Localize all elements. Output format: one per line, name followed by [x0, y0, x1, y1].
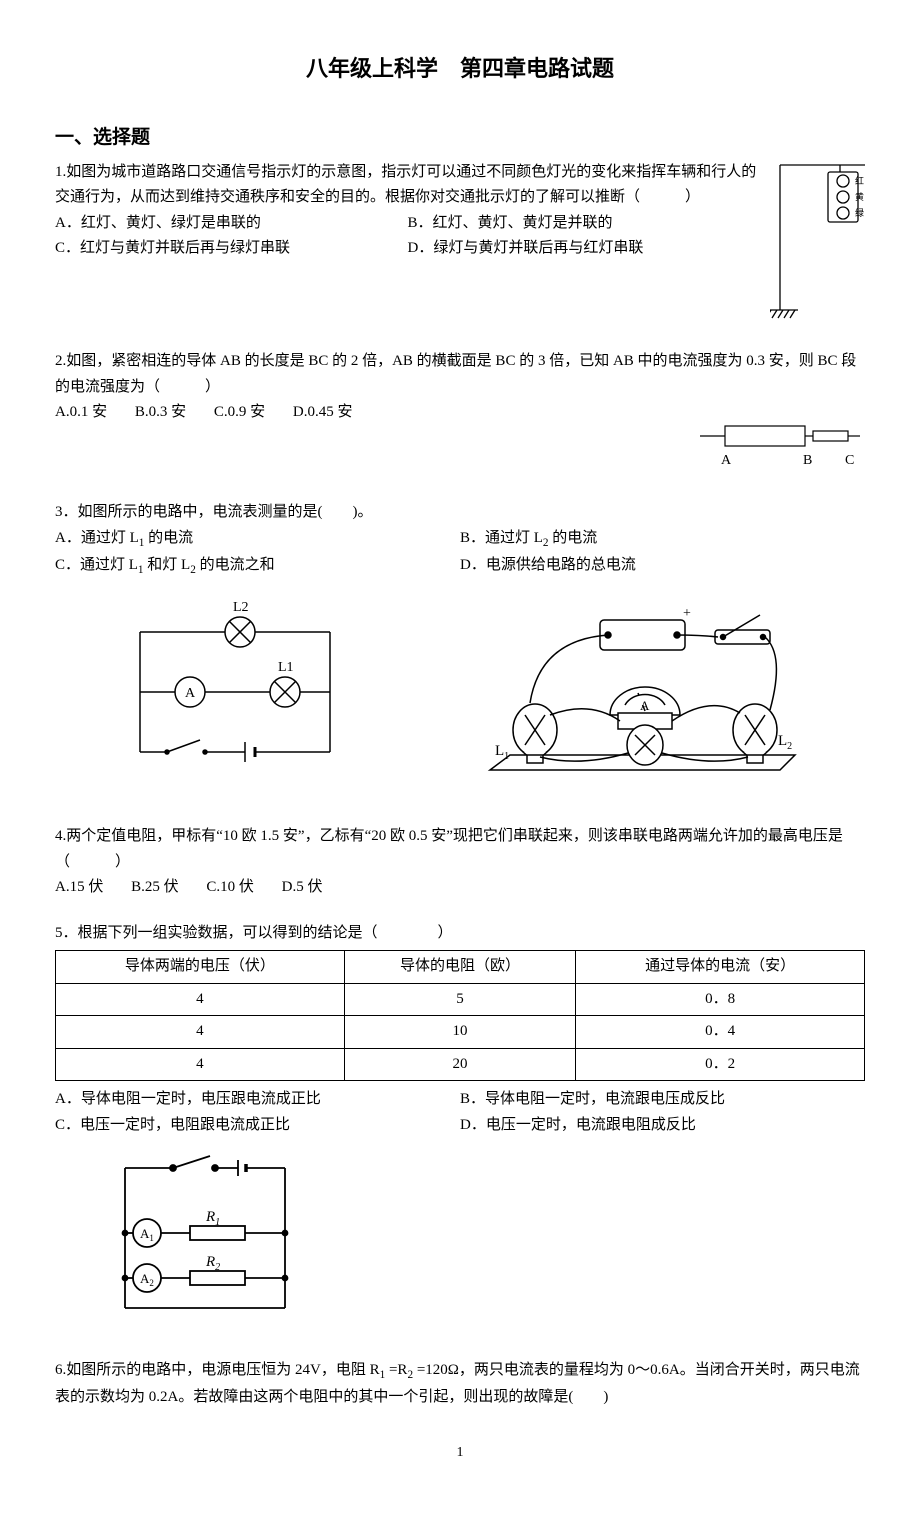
q4-opt-b: B.25 伏 [131, 879, 179, 895]
q3-opt-c: C．通过灯 L1 和灯 L2 的电流之和 [55, 553, 460, 580]
table-cell: 20 [344, 1048, 575, 1081]
q3-opt-d: D．电源供给电路的总电流 [460, 553, 865, 580]
q4-opt-d: D.5 伏 [282, 879, 323, 895]
q6-stem: 6.如图所示的电路中，电源电压恒为 24V，电阻 R1 =R2 =120Ω，两只… [55, 1358, 865, 1411]
q5-opt-d: D．电压一定时，电流跟电阻成反比 [460, 1113, 865, 1139]
table-cell: 0．2 [576, 1048, 865, 1081]
label-b: B [803, 453, 812, 468]
q3-circuit-pictorial: + A L1 L2 [480, 595, 800, 800]
q3-stem: 3．如图所示的电路中，电流表测量的是( )。 [55, 500, 865, 526]
label-l1: L1 [495, 743, 509, 762]
question-5: 5．根据下列一组实验数据，可以得到的结论是（ ） 导体两端的电压（伏） 导体的电… [55, 921, 865, 1338]
table-header: 通过导体的电流（安） [576, 951, 865, 984]
q1-opt-c: C．红灯与黄灯并联后再与绿灯串联 [55, 236, 408, 262]
question-1: 红 黄 绿 1.如图为城市道路路口交通信号指示灯的示意图，指示灯可以通过不同颜色… [55, 160, 865, 330]
page-number: 1 [55, 1441, 865, 1465]
page-title: 八年级上科学 第四章电路试题 [55, 50, 865, 87]
q2-opt-a: A.0.1 安 [55, 404, 107, 420]
label-l1: L1 [278, 660, 294, 675]
label-a: A [721, 453, 732, 468]
q5-opt-a: A．导体电阻一定时，电压跟电流成正比 [55, 1087, 460, 1113]
table-cell: 4 [56, 1048, 345, 1081]
q1-opt-a: A．红灯、黄灯、绿灯是串联的 [55, 211, 408, 237]
question-3: 3．如图所示的电路中，电流表测量的是( )。 A．通过灯 L1 的电流 B．通过… [55, 500, 865, 799]
section-heading: 一、选择题 [55, 122, 865, 154]
traffic-light-figure: 红 黄 绿 [770, 160, 865, 330]
label-red: 红 [855, 175, 864, 186]
label-a1: A1 [140, 1226, 154, 1243]
q2-opt-b: B.0.3 安 [135, 404, 186, 420]
q3-opt-a: A．通过灯 L1 的电流 [55, 526, 460, 553]
table-cell: 5 [344, 983, 575, 1016]
table-header: 导体的电阻（欧） [344, 951, 575, 984]
q5-opt-b: B．导体电阻一定时，电流跟电压成反比 [460, 1087, 865, 1113]
question-2: 2.如图，紧密相连的导体 AB 的长度是 BC 的 2 倍，AB 的横截面是 B… [55, 349, 865, 480]
q1-opt-d: D．绿灯与黄灯并联后再与红灯串联 [408, 236, 761, 262]
table-cell: 0．8 [576, 983, 865, 1016]
q4-stem: 4.两个定值电阻，甲标有“10 欧 1.5 安”，乙标有“20 欧 0.5 安”… [55, 824, 865, 875]
q1-opt-b: B．红灯、黄灯、黄灯是并联的 [408, 211, 761, 237]
q4-opt-c: C.10 伏 [206, 879, 254, 895]
q2-opt-c: C.0.9 安 [214, 404, 265, 420]
q5-circuit-figure: A1 A2 R1 R2 [110, 1148, 865, 1338]
label-a2: A2 [140, 1271, 154, 1288]
table-cell: 4 [56, 1016, 345, 1049]
q4-opt-a: A.15 伏 [55, 879, 103, 895]
table-header: 导体两端的电压（伏） [56, 951, 345, 984]
label-l2: L2 [233, 600, 249, 615]
label-ammeter: A [185, 686, 196, 701]
q3-circuit-schematic: L2 L1 A [120, 597, 350, 797]
q1-stem: 1.如图为城市道路路口交通信号指示灯的示意图，指示灯可以通过不同颜色灯光的变化来… [55, 160, 865, 211]
label-green: 绿 [855, 207, 864, 218]
table-cell: 0．4 [576, 1016, 865, 1049]
q2-opt-d: D.0.45 安 [293, 404, 353, 420]
label-c: C [845, 453, 854, 468]
table-cell: 4 [56, 983, 345, 1016]
conductor-figure: A B C [695, 416, 865, 481]
question-4: 4.两个定值电阻，甲标有“10 欧 1.5 安”，乙标有“20 欧 0.5 安”… [55, 824, 865, 901]
label-plus: + [683, 606, 691, 621]
q5-opt-c: C．电压一定时，电阻跟电流成正比 [55, 1113, 460, 1139]
q3-opt-b: B．通过灯 L2 的电流 [460, 526, 865, 553]
q2-stem: 2.如图，紧密相连的导体 AB 的长度是 BC 的 2 倍，AB 的横截面是 B… [55, 349, 865, 400]
question-6: 6.如图所示的电路中，电源电压恒为 24V，电阻 R1 =R2 =120Ω，两只… [55, 1358, 865, 1411]
q5-data-table: 导体两端的电压（伏） 导体的电阻（欧） 通过导体的电流（安） 4 5 0．8 4… [55, 950, 865, 1081]
label-a: A [640, 698, 650, 713]
table-cell: 10 [344, 1016, 575, 1049]
label-l2: L2 [778, 733, 792, 752]
label-yellow: 黄 [855, 191, 864, 202]
q5-stem: 5．根据下列一组实验数据，可以得到的结论是（ ） [55, 921, 865, 947]
